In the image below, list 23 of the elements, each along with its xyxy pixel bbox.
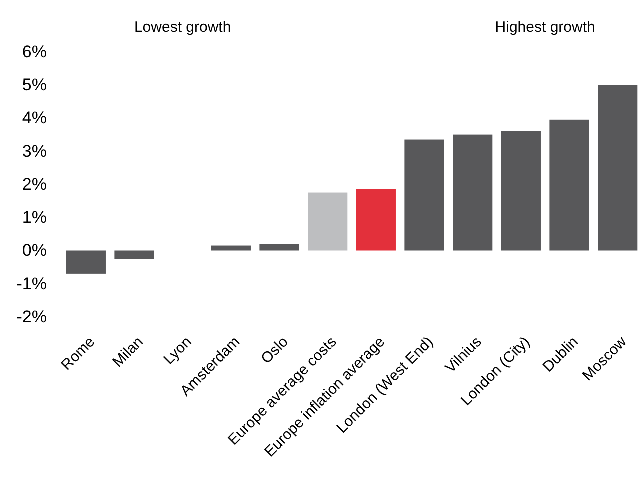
bar [260,244,300,251]
bar [308,192,348,251]
y-tick-label: 2% [22,174,47,194]
y-tick-label: 0% [22,241,47,260]
y-tick-label: 4% [22,108,47,128]
x-tick-label: Oslo [258,334,292,368]
y-tick-label: 3% [22,142,47,161]
text: Lowest growth [134,19,232,36]
bar [501,132,541,251]
bar [550,120,590,251]
y-tick-label: 6% [22,42,47,62]
y-tick-label: 1% [22,208,47,228]
bar [598,85,638,251]
bar [211,246,251,251]
y-tick-label: -1% [16,274,47,294]
bar [66,250,106,274]
bar [404,140,444,251]
y-tick-label: -2% [16,307,47,326]
text: Highest growth [495,19,596,36]
bar [356,189,396,251]
y-tick-label: 5% [22,76,47,95]
bar [453,134,493,251]
bar [114,250,154,260]
